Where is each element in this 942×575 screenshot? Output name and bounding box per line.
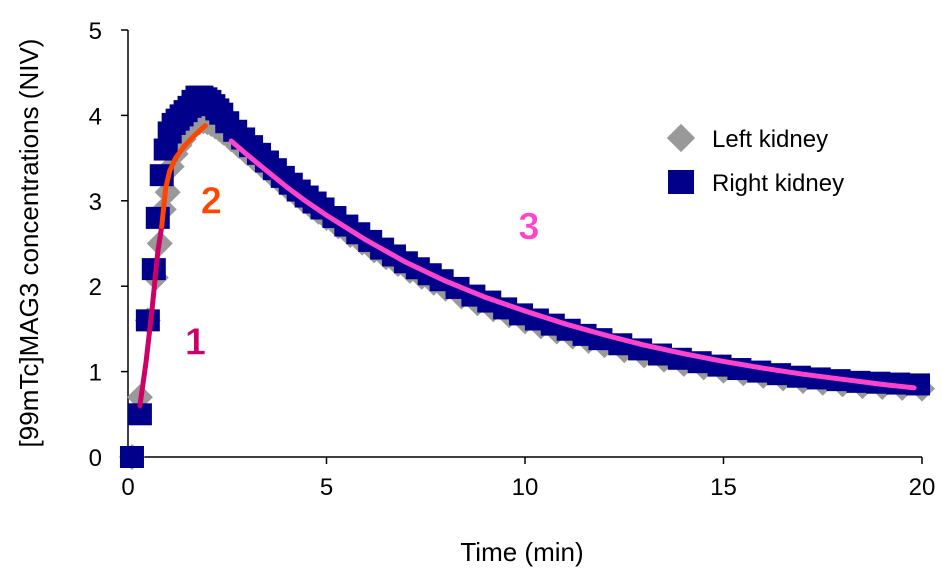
fit-curve-2: [159, 123, 208, 229]
phase-label-2: 2: [201, 181, 222, 223]
y-tick-label-4: 4: [89, 103, 102, 130]
right-kidney-point: [906, 373, 931, 396]
right-kidney-point: [119, 446, 144, 468]
fit-curve-1: [137, 223, 165, 409]
fit-lines-overlay: [137, 123, 917, 409]
legend-label-left-kidney: Left kidney: [712, 126, 828, 153]
fit-curve-3: [228, 138, 917, 391]
right-kidney-point: [145, 206, 170, 229]
x-tick-label-1: 5: [320, 474, 333, 501]
right-kidney-point: [127, 403, 152, 426]
legend-marker-left-kidney: [666, 123, 696, 153]
x-tick-label-2: 10: [512, 474, 539, 501]
y-tick-label-2: 2: [89, 274, 102, 301]
legend: Left kidney Right kidney: [666, 123, 844, 197]
x-axis-title: Time (min): [460, 537, 583, 567]
x-tick-label-3: 15: [710, 474, 737, 501]
y-axis-title: [99mTc]MAG3 concentrations (NIV): [14, 39, 44, 448]
y-tick-label-0: 0: [89, 445, 102, 472]
legend-label-right-kidney: Right kidney: [712, 170, 844, 197]
phase-labels: 1 2 3: [185, 180, 540, 364]
left-kidney-points: [118, 108, 935, 470]
x-tick-label-0: 0: [121, 474, 134, 501]
legend-marker-right-kidney: [668, 170, 694, 194]
y-tick-label-5: 5: [89, 18, 102, 45]
ticks: 0 5 10 15 20 0 1 2 3 4 5: [89, 18, 936, 501]
phase-label-1: 1: [185, 322, 206, 364]
y-tick-label-1: 1: [89, 360, 102, 387]
right-kidney-point: [153, 138, 178, 161]
x-tick-label-4: 20: [909, 474, 936, 501]
phase-label-3: 3: [518, 206, 539, 248]
y-tick-label-3: 3: [89, 189, 102, 216]
